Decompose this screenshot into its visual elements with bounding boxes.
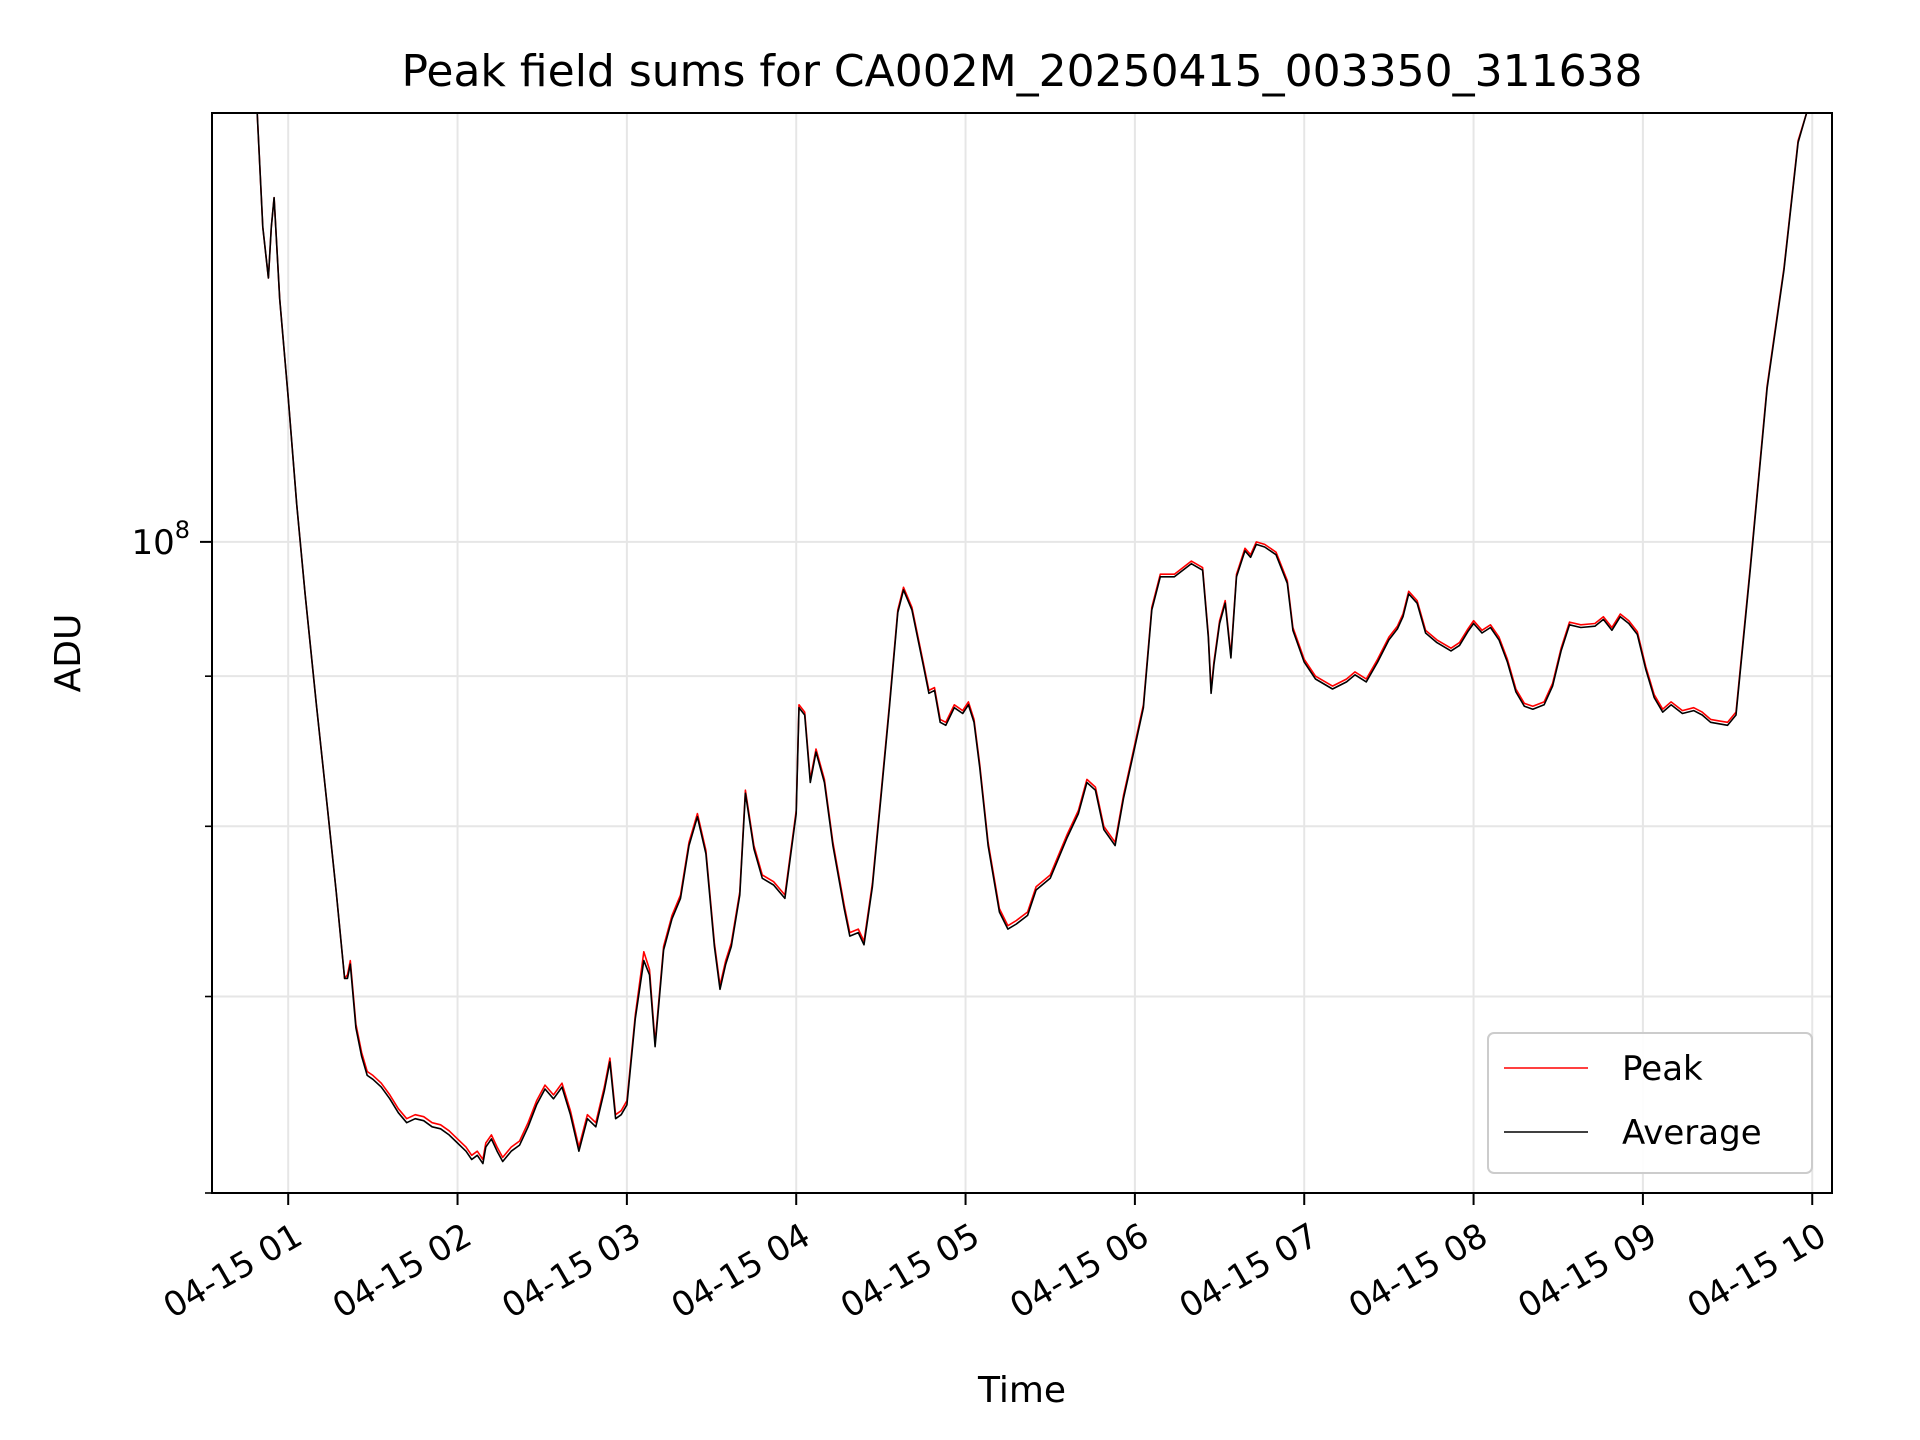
legend-label-peak: Peak [1622,1049,1703,1089]
plot-frame [211,112,1833,1194]
y-axis: 108 [131,516,212,1194]
legend-label-average: Average [1622,1113,1762,1153]
series-line-average [212,113,1832,1165]
x-axis-label: Time [977,1370,1066,1411]
y-axis-label: ADU [48,614,89,693]
series-layer [212,113,1832,1165]
y-tick-label: 108 [131,516,190,563]
legend: Peak Average [1487,1032,1813,1174]
chart-title: Peak field sums for CA002M_20250415_0033… [401,46,1642,97]
